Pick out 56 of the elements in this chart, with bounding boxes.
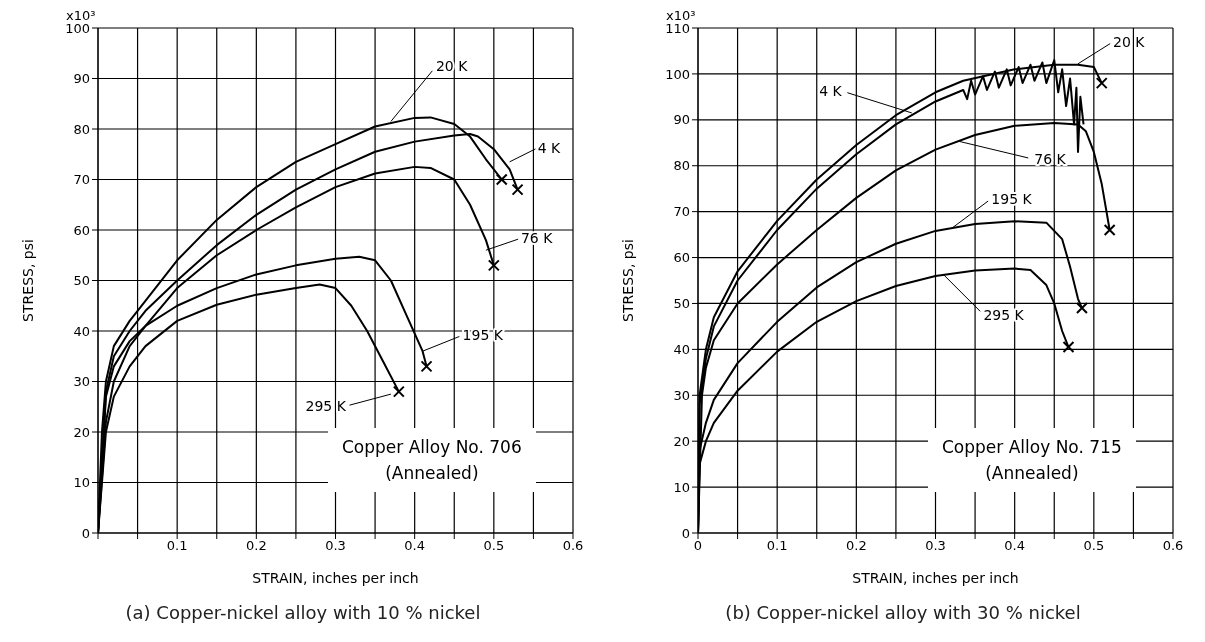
annotation: 195 K <box>462 327 504 344</box>
y-tick-label: 20 <box>673 433 690 449</box>
y-tick-label: 50 <box>73 273 90 289</box>
y-tick-label: 110 <box>665 20 690 36</box>
annotation: 4 K <box>537 139 562 156</box>
x-tick-label: 0.2 <box>245 538 267 554</box>
y-tick-label: 30 <box>73 374 90 390</box>
x-tick-label: 0.1 <box>166 538 188 554</box>
y-axis-title: STRESS, psi <box>619 239 636 322</box>
annotation: Copper Alloy No. 715 <box>942 436 1122 459</box>
y-tick-label: 30 <box>673 387 690 403</box>
text: x10³ <box>66 8 96 23</box>
x-tick-label: 0.2 <box>845 538 867 554</box>
x-tick-label: 0.3 <box>325 538 346 554</box>
x-tick-label: 0.4 <box>1004 538 1026 554</box>
y-tick-label: 10 <box>673 479 690 495</box>
annotation: 295 K <box>305 398 347 415</box>
x-tick-label: 0 <box>693 538 703 554</box>
y-tick-label: 90 <box>673 112 690 128</box>
y-tick-label: 70 <box>73 172 90 188</box>
x-tick-label: 0.6 <box>1162 538 1184 554</box>
y-tick-label: 80 <box>673 158 690 174</box>
y-tick-label: 50 <box>673 296 690 312</box>
y-tick-label: 40 <box>73 323 90 339</box>
x-tick-label: 0.3 <box>925 538 946 554</box>
annotation: Copper Alloy No. 706 <box>342 436 522 459</box>
y-tick-label: 60 <box>673 250 690 266</box>
annotation: 76 K <box>1034 151 1067 168</box>
text: (a) Copper-nickel alloy with 10 % nickel <box>124 602 482 623</box>
y-tick-label: 100 <box>665 66 690 82</box>
y-tick-label: 20 <box>73 424 90 440</box>
text: (b) Copper-nickel alloy with 30 % nickel <box>724 602 1082 623</box>
x-tick-label: 0.5 <box>1083 538 1105 554</box>
x-axis-title: STRAIN, inches per inch <box>252 570 419 586</box>
y-tick-label: 0 <box>681 525 690 541</box>
x-tick-label: 0.1 <box>766 538 788 554</box>
y-tick-label: 40 <box>673 341 690 357</box>
y-tick-label: 90 <box>73 71 90 87</box>
annotation: 295 K <box>983 306 1025 323</box>
y-tick-label: 0 <box>81 525 90 541</box>
annotation: (Annealed) <box>984 462 1080 485</box>
y-axis-title: STRESS, psi <box>19 239 36 322</box>
x-axis-title: STRAIN, inches per inch <box>852 570 1019 586</box>
y-tick-label: 80 <box>73 121 90 137</box>
y-tick-label: 10 <box>73 475 90 491</box>
x-tick-label: 0.6 <box>562 538 584 554</box>
x-tick-label: 0.5 <box>483 538 505 554</box>
y-tick-label: 70 <box>673 204 690 220</box>
annotation: 4 K <box>819 82 843 99</box>
annotation: 20 K <box>435 58 469 75</box>
text: x10³ <box>666 8 696 23</box>
annotation: 20 K <box>1113 33 1146 50</box>
annotation: (Annealed) <box>384 462 480 485</box>
x-tick-label: 0.4 <box>404 538 426 554</box>
y-tick-label: 60 <box>73 222 90 238</box>
y-tick-label: 100 <box>65 20 90 36</box>
